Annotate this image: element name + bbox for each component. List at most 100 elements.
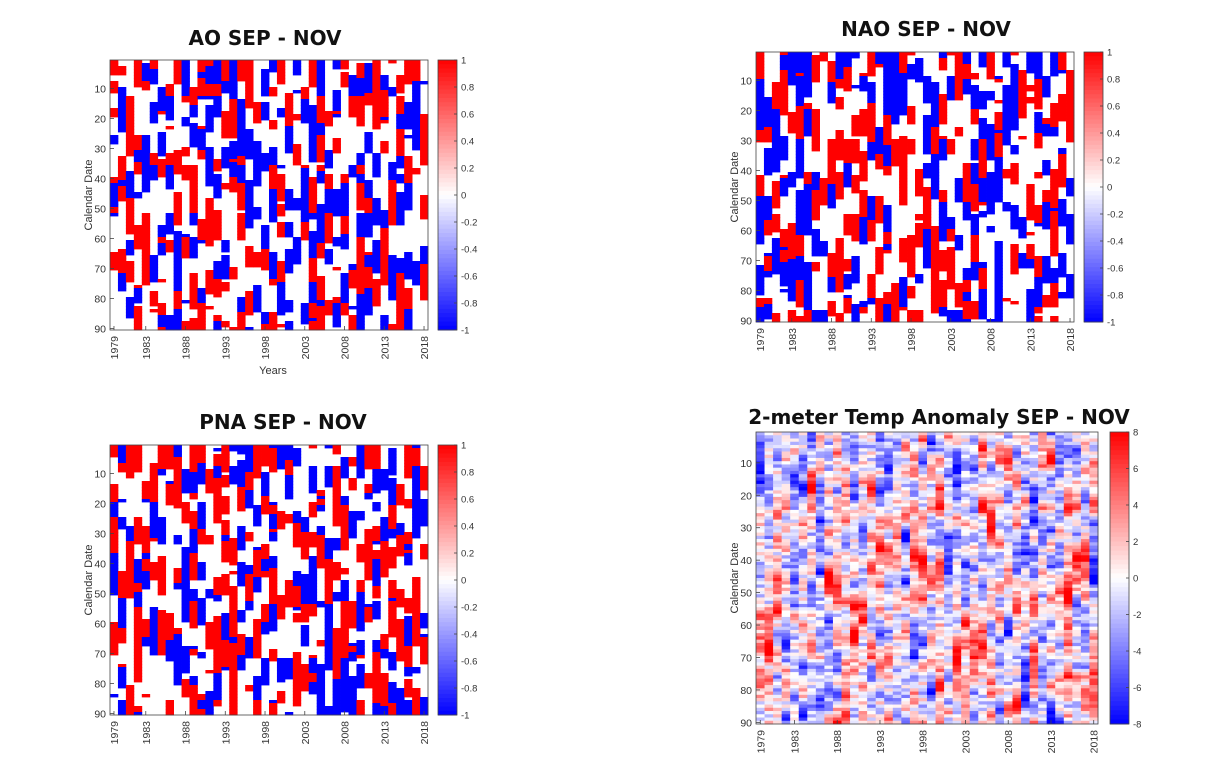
heatmap-cell <box>795 133 805 137</box>
heatmap-cell <box>284 309 294 313</box>
heatmap-cell <box>340 219 349 223</box>
heatmap-cell <box>787 118 797 122</box>
heatmap-cell <box>189 177 198 181</box>
heatmap-cell <box>420 279 429 283</box>
heatmap-cell <box>763 199 773 203</box>
heatmap-cell <box>181 252 190 256</box>
heatmap-cell <box>245 144 254 148</box>
heatmap-cell <box>308 252 318 256</box>
colorbar-step <box>438 93 457 99</box>
heatmap-cell <box>229 105 238 109</box>
heatmap-cell <box>316 288 326 292</box>
heatmap-cell <box>189 291 198 295</box>
heatmap-cell <box>125 261 135 265</box>
heatmap-cell <box>213 90 222 94</box>
colorbar-step <box>438 106 457 112</box>
heatmap-cell <box>173 297 182 301</box>
colorbar-step <box>438 304 457 310</box>
heatmap-cell <box>125 96 135 100</box>
heatmap-cell <box>396 84 405 88</box>
heatmap-cell <box>372 297 381 301</box>
heatmap-cell <box>261 231 270 235</box>
heatmap-cell <box>332 99 341 103</box>
heatmap-cell <box>245 63 254 67</box>
heatmap-cell <box>261 156 270 160</box>
heatmap-cell <box>332 63 341 67</box>
heatmap-cell <box>787 58 797 62</box>
heatmap-cell <box>803 70 813 74</box>
heatmap-cell <box>189 135 198 139</box>
heatmap-cell <box>795 160 805 164</box>
colorbar-step <box>438 102 457 107</box>
heatmap-cell <box>332 66 341 70</box>
heatmap-cell <box>229 123 238 127</box>
heatmap-cell <box>356 321 365 325</box>
ao-heatmap-chart: 1979 1983 1988 1993 1998 2003 2008 2013 20181020… <box>83 56 477 378</box>
heatmap-cell <box>245 297 254 301</box>
heatmap-cell <box>811 130 820 134</box>
heatmap-cell <box>117 87 127 91</box>
colorbar-step <box>438 266 457 272</box>
heatmap-cell <box>388 258 397 262</box>
heatmap-cell <box>221 186 230 190</box>
heatmap-cell <box>284 96 294 100</box>
heatmap-cell <box>356 261 365 265</box>
heatmap-cell <box>276 273 286 277</box>
heatmap-cell <box>380 324 389 328</box>
heatmap-cell <box>803 289 813 293</box>
colorbar-step <box>438 114 457 120</box>
heatmap-cell <box>779 190 789 194</box>
heatmap-cell <box>253 102 262 106</box>
heatmap-cell <box>756 298 765 302</box>
heatmap-cell <box>141 237 151 241</box>
heatmap-cell <box>795 145 805 149</box>
heatmap-cell <box>205 273 214 277</box>
heatmap-cell <box>213 321 222 325</box>
heatmap-cell <box>340 186 349 190</box>
heatmap-cell <box>221 87 230 91</box>
heatmap-cell <box>197 294 206 298</box>
heatmap-cell <box>412 78 421 82</box>
heatmap-cell <box>133 60 143 64</box>
heatmap-cell <box>141 279 151 283</box>
heatmap-cell <box>404 297 413 301</box>
heatmap-cell <box>181 177 190 181</box>
heatmap-cell <box>300 213 310 217</box>
heatmap-cell <box>149 174 159 178</box>
heatmap-cell <box>756 103 765 107</box>
heatmap-cell <box>756 307 765 311</box>
heatmap-cell <box>157 168 167 172</box>
heatmap-cell <box>332 303 341 307</box>
heatmap-cell <box>269 189 278 193</box>
heatmap-cell <box>756 313 765 317</box>
heatmap-cell <box>157 303 167 307</box>
heatmap-cell <box>237 231 246 235</box>
heatmap-cell <box>292 162 302 166</box>
heatmap-cell <box>771 121 781 125</box>
heatmap-cell <box>237 297 246 301</box>
heatmap-cell <box>237 186 246 190</box>
heatmap-cell <box>308 78 318 82</box>
colorbar-step <box>438 81 457 86</box>
heatmap-cell <box>181 243 190 247</box>
heatmap-cell <box>388 195 397 199</box>
heatmap-cell <box>221 153 230 157</box>
heatmap-cell <box>756 58 765 62</box>
heatmap-cell <box>157 318 167 322</box>
heatmap-cell <box>125 213 135 217</box>
heatmap-cell <box>779 148 789 152</box>
heatmap-cell <box>308 117 318 121</box>
heatmap-cell <box>308 321 318 325</box>
heatmap-cell <box>125 102 135 106</box>
heatmap-cell <box>141 75 151 79</box>
heatmap-cell <box>221 276 230 280</box>
heatmap-cell <box>157 138 167 142</box>
heatmap-cell <box>276 285 286 289</box>
heatmap-cell <box>189 102 198 106</box>
heatmap-cell <box>300 183 310 187</box>
heatmap-cell <box>245 147 254 151</box>
heatmap-cell <box>165 186 174 190</box>
heatmap-cell <box>396 276 405 280</box>
heatmap-cell <box>141 267 151 271</box>
heatmap-cell <box>181 171 190 175</box>
